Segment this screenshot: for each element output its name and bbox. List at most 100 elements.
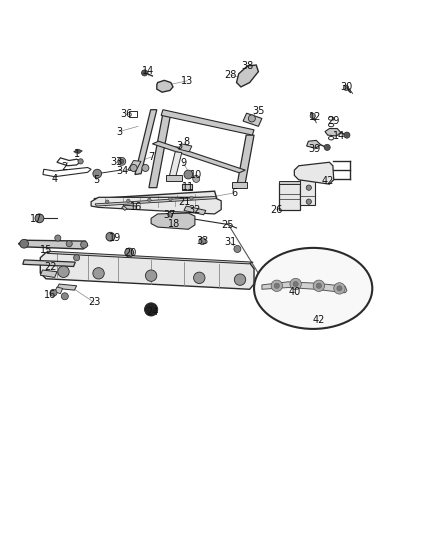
Polygon shape bbox=[243, 113, 262, 126]
Circle shape bbox=[271, 280, 283, 292]
Text: 28: 28 bbox=[224, 70, 236, 79]
Polygon shape bbox=[18, 240, 88, 249]
Text: 37: 37 bbox=[164, 210, 176, 220]
Circle shape bbox=[343, 85, 349, 91]
Polygon shape bbox=[300, 179, 315, 205]
Circle shape bbox=[130, 165, 137, 172]
Text: 32: 32 bbox=[189, 205, 201, 215]
Circle shape bbox=[118, 157, 126, 165]
Polygon shape bbox=[182, 184, 192, 190]
Circle shape bbox=[58, 266, 69, 278]
Text: 13: 13 bbox=[181, 76, 194, 86]
Text: 42: 42 bbox=[313, 315, 325, 325]
Polygon shape bbox=[74, 149, 82, 154]
Text: 40: 40 bbox=[288, 287, 300, 297]
Text: 7: 7 bbox=[148, 152, 154, 162]
Polygon shape bbox=[279, 183, 300, 209]
Circle shape bbox=[20, 239, 28, 248]
Circle shape bbox=[120, 159, 124, 164]
Polygon shape bbox=[129, 111, 137, 117]
Text: 18: 18 bbox=[168, 220, 180, 229]
Circle shape bbox=[81, 241, 88, 248]
Circle shape bbox=[337, 286, 342, 291]
Circle shape bbox=[306, 185, 311, 190]
Circle shape bbox=[234, 274, 246, 285]
Text: 19: 19 bbox=[109, 233, 121, 243]
Ellipse shape bbox=[254, 248, 372, 329]
Polygon shape bbox=[279, 181, 300, 184]
Text: 10: 10 bbox=[190, 169, 202, 180]
Text: 23: 23 bbox=[88, 297, 100, 308]
Circle shape bbox=[127, 199, 130, 203]
Circle shape bbox=[66, 241, 72, 247]
Text: 25: 25 bbox=[222, 220, 234, 230]
Polygon shape bbox=[157, 80, 173, 92]
Text: 22: 22 bbox=[44, 262, 57, 272]
Text: 38: 38 bbox=[241, 61, 254, 71]
Text: 24: 24 bbox=[146, 307, 159, 317]
Circle shape bbox=[74, 255, 80, 261]
Polygon shape bbox=[135, 110, 157, 174]
Polygon shape bbox=[262, 282, 347, 293]
Circle shape bbox=[55, 235, 61, 241]
Text: 21: 21 bbox=[179, 197, 191, 207]
Text: 17: 17 bbox=[30, 214, 42, 224]
Circle shape bbox=[142, 165, 149, 172]
Polygon shape bbox=[23, 260, 75, 266]
Polygon shape bbox=[294, 162, 334, 184]
Circle shape bbox=[106, 232, 115, 241]
Circle shape bbox=[199, 238, 206, 245]
Text: 5: 5 bbox=[93, 175, 99, 185]
Circle shape bbox=[148, 198, 151, 201]
Polygon shape bbox=[152, 141, 245, 173]
Circle shape bbox=[61, 293, 68, 300]
Polygon shape bbox=[122, 206, 127, 211]
Text: 3: 3 bbox=[177, 141, 183, 151]
Polygon shape bbox=[169, 152, 182, 179]
Circle shape bbox=[193, 175, 200, 182]
Text: 16: 16 bbox=[44, 289, 57, 300]
Text: 14: 14 bbox=[142, 66, 154, 76]
Circle shape bbox=[141, 70, 148, 76]
Text: 29: 29 bbox=[328, 116, 340, 126]
Circle shape bbox=[274, 283, 279, 288]
Polygon shape bbox=[237, 135, 254, 188]
Polygon shape bbox=[294, 302, 332, 324]
Circle shape bbox=[168, 213, 172, 217]
Polygon shape bbox=[47, 251, 253, 264]
Circle shape bbox=[145, 303, 158, 316]
Text: 42: 42 bbox=[321, 176, 334, 186]
Circle shape bbox=[290, 278, 301, 290]
Text: 36: 36 bbox=[120, 109, 132, 119]
Text: 9: 9 bbox=[180, 158, 186, 168]
Circle shape bbox=[35, 214, 44, 223]
Circle shape bbox=[344, 132, 350, 138]
Polygon shape bbox=[95, 197, 217, 206]
Polygon shape bbox=[94, 191, 217, 206]
Polygon shape bbox=[57, 284, 77, 290]
Text: 15: 15 bbox=[40, 245, 52, 255]
Circle shape bbox=[306, 199, 311, 204]
Circle shape bbox=[106, 200, 109, 204]
Polygon shape bbox=[307, 140, 321, 148]
Polygon shape bbox=[128, 160, 141, 171]
Circle shape bbox=[248, 115, 255, 122]
Circle shape bbox=[145, 270, 157, 281]
Text: 16: 16 bbox=[130, 203, 142, 212]
Polygon shape bbox=[237, 65, 258, 87]
Text: 11: 11 bbox=[182, 182, 194, 192]
Text: 14: 14 bbox=[333, 132, 346, 141]
Text: 35: 35 bbox=[252, 106, 265, 116]
Text: 33: 33 bbox=[196, 236, 208, 246]
Text: 34: 34 bbox=[117, 166, 129, 176]
Text: 33: 33 bbox=[110, 157, 122, 167]
Circle shape bbox=[93, 268, 104, 279]
Circle shape bbox=[50, 289, 57, 296]
Circle shape bbox=[169, 197, 172, 201]
Circle shape bbox=[125, 248, 134, 257]
Text: 6: 6 bbox=[231, 188, 237, 198]
Circle shape bbox=[78, 159, 83, 164]
Circle shape bbox=[301, 309, 312, 319]
Polygon shape bbox=[161, 110, 254, 135]
Polygon shape bbox=[91, 197, 221, 214]
